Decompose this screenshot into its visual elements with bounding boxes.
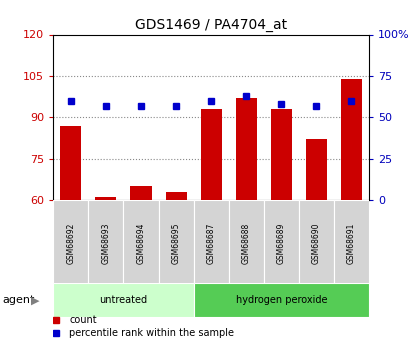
Bar <box>193 200 228 286</box>
Bar <box>158 200 193 286</box>
Text: hydrogen peroxide: hydrogen peroxide <box>235 295 326 305</box>
Text: GSM68689: GSM68689 <box>276 223 285 264</box>
Text: untreated: untreated <box>99 295 147 305</box>
Bar <box>165 192 186 200</box>
Bar <box>193 283 368 317</box>
Bar <box>53 200 88 286</box>
Bar <box>305 139 326 200</box>
Text: GSM68692: GSM68692 <box>66 223 75 264</box>
Bar <box>340 79 361 200</box>
Text: GSM68688: GSM68688 <box>241 223 250 264</box>
Bar <box>53 283 193 317</box>
Text: GSM68687: GSM68687 <box>206 223 215 264</box>
Bar <box>95 197 116 200</box>
Bar <box>298 200 333 286</box>
Text: GSM68694: GSM68694 <box>136 223 145 264</box>
Bar <box>235 98 256 200</box>
Bar <box>130 186 151 200</box>
Bar <box>123 200 158 286</box>
Text: GSM68695: GSM68695 <box>171 223 180 264</box>
Bar <box>228 200 263 286</box>
Bar <box>263 200 298 286</box>
Bar <box>200 109 221 200</box>
Title: GDS1469 / PA4704_at: GDS1469 / PA4704_at <box>135 18 287 32</box>
Bar <box>60 126 81 200</box>
Text: count: count <box>69 315 97 325</box>
Bar <box>88 200 123 286</box>
Text: GSM68691: GSM68691 <box>346 223 355 264</box>
Bar <box>270 109 291 200</box>
Bar <box>333 200 368 286</box>
Text: percentile rank within the sample: percentile rank within the sample <box>69 328 234 338</box>
Text: GSM68690: GSM68690 <box>311 223 320 264</box>
Text: agent: agent <box>2 295 34 305</box>
Text: ▶: ▶ <box>31 295 39 305</box>
Text: GSM68693: GSM68693 <box>101 223 110 264</box>
